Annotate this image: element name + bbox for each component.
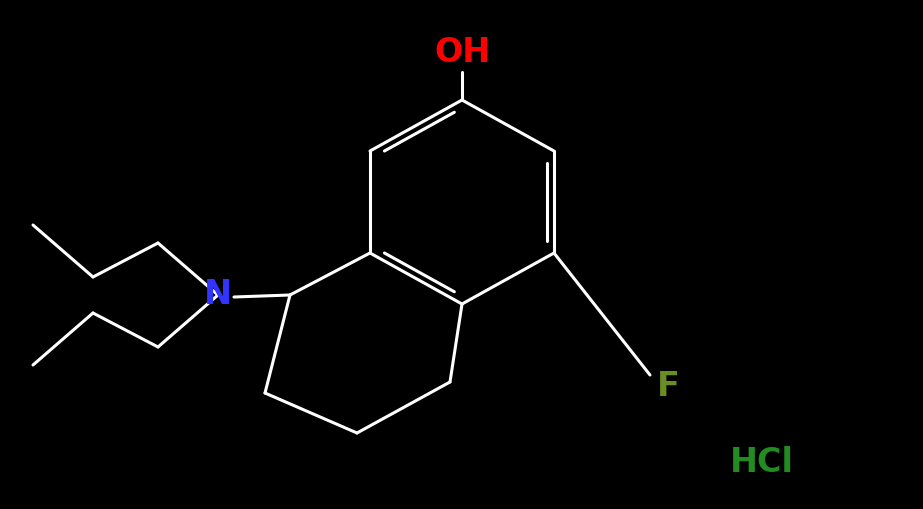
Text: HCl: HCl <box>730 445 794 478</box>
Text: N: N <box>204 278 232 312</box>
Text: OH: OH <box>434 36 490 69</box>
Text: F: F <box>656 371 679 404</box>
